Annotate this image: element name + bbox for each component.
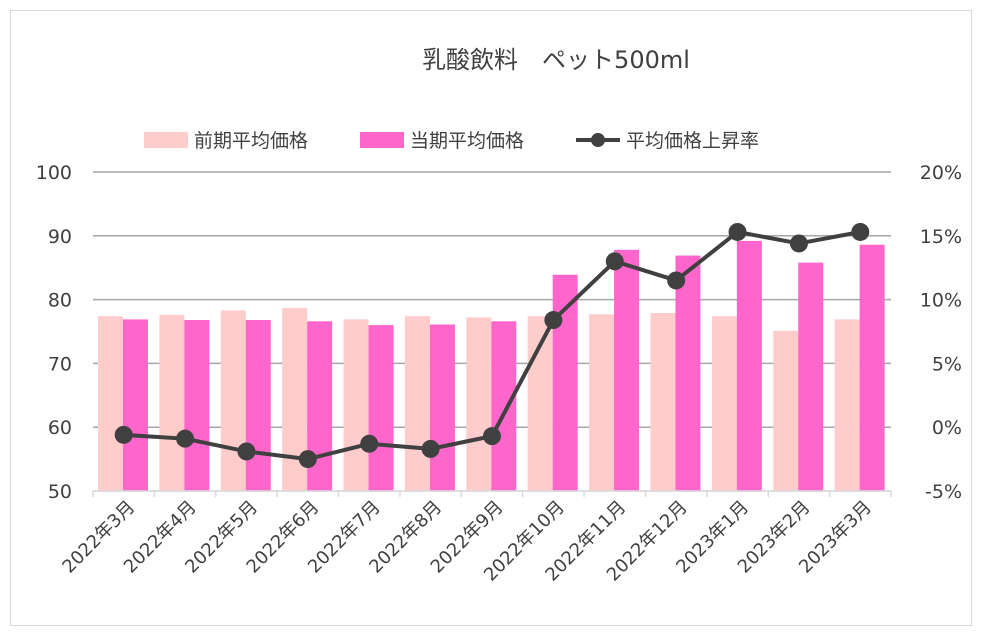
line-series [114, 222, 870, 469]
bar [343, 319, 369, 491]
chart-title: 乳酸飲料 ペット500ml [422, 46, 690, 74]
bar [859, 244, 885, 491]
bar [589, 314, 615, 491]
legend-label: 前期平均価格 [194, 130, 308, 152]
rate-marker [483, 427, 501, 446]
rate-marker [298, 450, 317, 469]
rate-marker [667, 271, 686, 290]
rate-marker [851, 222, 870, 241]
bar [184, 320, 210, 491]
bar [614, 249, 640, 491]
rate-marker [789, 234, 808, 253]
legend-marker [591, 133, 605, 147]
bar [220, 310, 246, 491]
bar [159, 314, 185, 491]
rate-marker [421, 439, 440, 458]
rate-marker [360, 434, 379, 453]
bar [650, 312, 676, 491]
rate-marker [728, 222, 747, 241]
bar [711, 316, 737, 491]
bars [98, 240, 885, 491]
y-tick-label: 60 [48, 417, 72, 439]
rate-marker [605, 252, 624, 271]
legend-swatch [144, 132, 188, 148]
bar [245, 320, 271, 491]
legend-label: 当期平均価格 [410, 130, 524, 152]
y2-tick-label: 10% [920, 290, 962, 312]
bar [404, 316, 430, 491]
bar [736, 240, 762, 491]
bar [466, 317, 492, 491]
rate-marker [544, 311, 563, 330]
y-axis-right: 20% 15% 10% 5% 0% -5% [920, 162, 962, 503]
y2-tick-label: 20% [920, 162, 962, 184]
legend-label: 平均価格上昇率 [626, 130, 759, 152]
bar [429, 324, 455, 491]
bar [798, 262, 824, 491]
y-tick-label: 100 [36, 162, 72, 184]
x-axis: 2022年3月2022年4月2022年5月2022年6月2022年7月2022年… [58, 490, 892, 586]
bar [675, 255, 701, 491]
y-axis-left: 100 90 80 70 60 50 [36, 162, 72, 503]
rate-marker [237, 442, 256, 461]
legend-swatch [360, 132, 404, 148]
bar [123, 319, 148, 491]
y-tick-label: 90 [48, 226, 72, 248]
bar [98, 316, 123, 491]
rate-marker [114, 425, 133, 444]
bar [368, 325, 394, 491]
legend: 前期平均価格 当期平均価格 平均価格上昇率 [144, 130, 759, 152]
rate-marker [176, 429, 195, 448]
y2-tick-label: 15% [920, 226, 962, 248]
y2-tick-label: -5% [925, 481, 962, 503]
bar [834, 319, 860, 491]
y2-tick-label: 0% [932, 417, 962, 439]
bar [773, 330, 799, 491]
y-tick-label: 80 [48, 290, 72, 312]
y-tick-label: 70 [48, 353, 72, 375]
y-tick-label: 50 [48, 481, 72, 503]
bar [491, 321, 517, 491]
y2-tick-label: 5% [932, 353, 962, 375]
